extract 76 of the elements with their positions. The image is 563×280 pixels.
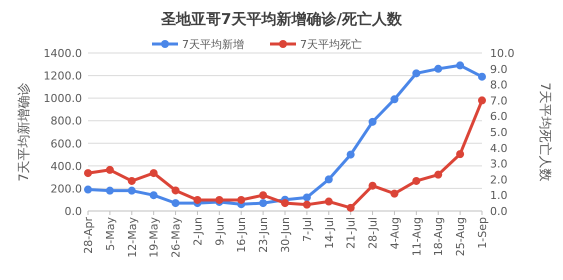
y-tick-label: 1000.0 [44, 92, 82, 106]
point [128, 186, 136, 195]
point [150, 191, 158, 200]
x-tick-label: 12-May [126, 216, 139, 258]
x-tick-label: 23-Jun [257, 216, 270, 253]
x-tick-label: 21-Jul [344, 217, 358, 249]
point [84, 186, 92, 194]
point [106, 166, 114, 174]
chart-title: 圣地亚哥7天平均新增确诊/死亡人数 [160, 10, 403, 28]
point [412, 69, 420, 78]
point [390, 95, 398, 104]
point [106, 186, 114, 195]
point [346, 150, 355, 159]
point [237, 196, 246, 204]
point [456, 150, 464, 158]
y-tick-label: 800.0 [50, 114, 82, 128]
point [172, 199, 180, 208]
y2-tick-label: 1.0 [490, 189, 508, 202]
y-tick-label: 200.0 [50, 182, 82, 196]
x-tick-label: 5-May [104, 216, 117, 251]
x-tick-label: 25-Aug [454, 217, 468, 256]
x-tick-label: 9-Jun [213, 216, 226, 246]
y2-tick-label: 6.0 [490, 110, 508, 124]
point [172, 186, 180, 194]
point [368, 118, 377, 126]
point [456, 61, 464, 70]
y2-tick-label: 10.0 [490, 47, 514, 60]
x-tick-label: 7-Jul [300, 217, 314, 242]
point [128, 176, 136, 185]
point [478, 72, 486, 81]
legend-label: 7天平均死亡 [300, 38, 362, 51]
y-tick-label: 1200.0 [44, 70, 82, 83]
x-tick-label: 1-Sep [476, 216, 489, 249]
point [324, 175, 333, 184]
x-tick-label: 28-Jul [366, 217, 380, 249]
x-tick-label: 2-Jun [191, 216, 204, 246]
point [346, 204, 355, 212]
point [478, 96, 486, 104]
x-tick-label: 11-Aug [410, 217, 424, 256]
y2-tick-label: 5.0 [490, 126, 508, 139]
y2-tick-label: 0.0 [490, 205, 508, 218]
y-tick-label: 1400.0 [44, 47, 82, 60]
y2-tick-label: 9.0 [490, 62, 508, 76]
x-tick-label: 14-Jul [322, 217, 336, 249]
x-tick-label: 30-Jun [279, 216, 292, 253]
point [259, 199, 268, 208]
point [259, 191, 268, 200]
point [434, 170, 442, 179]
point [434, 64, 442, 73]
x-tick-label: 26-May [170, 216, 183, 258]
y-tick-label: 400.0 [50, 160, 82, 173]
y-tick-label: 0.0 [64, 205, 82, 218]
point [390, 190, 398, 198]
y2-tick-label: 4.0 [490, 142, 508, 155]
y2-tick-label: 3.0 [490, 158, 508, 171]
point [193, 196, 202, 204]
point [150, 169, 158, 178]
point [302, 200, 311, 209]
x-tick-label: 4-Aug [388, 217, 402, 250]
point [281, 199, 289, 208]
x-tick-label: 18-Aug [432, 217, 446, 256]
y2-tick-label: 8.0 [490, 78, 508, 92]
point [368, 182, 377, 190]
x-tick-label: 19-May [148, 216, 161, 258]
y2-axis-title: 7天平均死亡人数 [537, 82, 553, 182]
y2-tick-label: 7.0 [490, 94, 508, 108]
y-axis-title: 7天平均新增确诊 [17, 82, 32, 182]
x-tick-label: 16-Jun [235, 216, 248, 253]
y-tick-label: 600.0 [50, 137, 82, 150]
x-tick-label: 28-Apr [82, 216, 95, 254]
y2-tick-label: 2.0 [490, 173, 508, 186]
point [324, 198, 333, 206]
point [412, 176, 420, 185]
point [302, 193, 311, 202]
point [84, 169, 92, 178]
legend-label: 7天平均新增 [182, 38, 244, 51]
